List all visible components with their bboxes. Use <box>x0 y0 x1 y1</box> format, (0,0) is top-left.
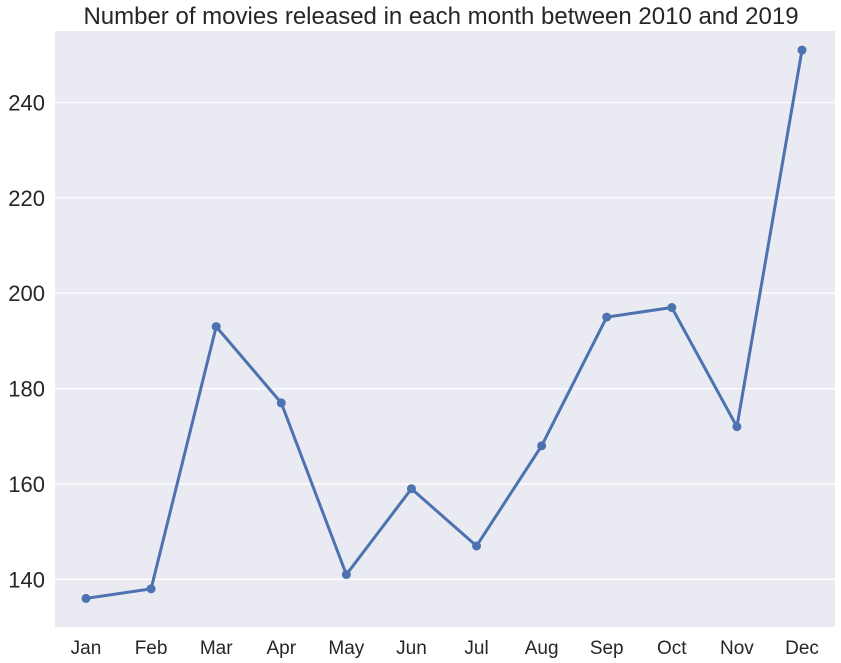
x-axis-ticks: Jan Feb Mar Apr May Jun Jul Aug Sep Oct Nov Dec <box>71 638 819 659</box>
data-point-jul <box>472 541 482 551</box>
gridlines <box>55 101 835 580</box>
x-tick-label: Nov <box>720 638 754 659</box>
x-tick-label: Jun <box>396 638 427 659</box>
y-tick-label: 180 <box>8 377 45 402</box>
data-point-may <box>341 570 351 580</box>
data-point-mar <box>211 322 221 332</box>
x-tick-label: Dec <box>785 638 819 659</box>
x-tick-label: Jan <box>71 638 102 659</box>
x-tick-label: Mar <box>200 638 233 659</box>
y-tick-label: 140 <box>8 567 45 592</box>
x-tick-label: May <box>328 638 364 659</box>
data-point-nov <box>732 422 742 432</box>
x-tick-label: Aug <box>525 638 559 659</box>
data-point-apr <box>276 398 286 408</box>
data-point-dec <box>797 45 807 55</box>
y-axis-ticks: 140 160 180 200 220 240 <box>8 91 45 593</box>
x-tick-label: Feb <box>135 638 168 659</box>
data-point-sep <box>602 312 612 322</box>
data-point-feb <box>146 584 156 594</box>
series-line <box>85 49 804 600</box>
data-point-aug <box>537 441 547 451</box>
x-tick-label: Oct <box>657 638 687 659</box>
x-tick-label: Apr <box>266 638 296 659</box>
data-point-jan <box>81 593 91 603</box>
x-tick-label: Jul <box>464 638 488 659</box>
chart-title: Number of movies released in each month … <box>83 3 798 30</box>
data-point-jun <box>406 484 416 494</box>
y-tick-label: 200 <box>8 281 45 306</box>
x-tick-label: Sep <box>590 638 624 659</box>
data-point-oct <box>667 303 677 313</box>
y-tick-label: 220 <box>8 186 45 211</box>
y-tick-label: 160 <box>8 472 45 497</box>
plot-area <box>55 31 835 627</box>
series-layer <box>81 45 807 603</box>
y-tick-label: 240 <box>8 91 45 116</box>
